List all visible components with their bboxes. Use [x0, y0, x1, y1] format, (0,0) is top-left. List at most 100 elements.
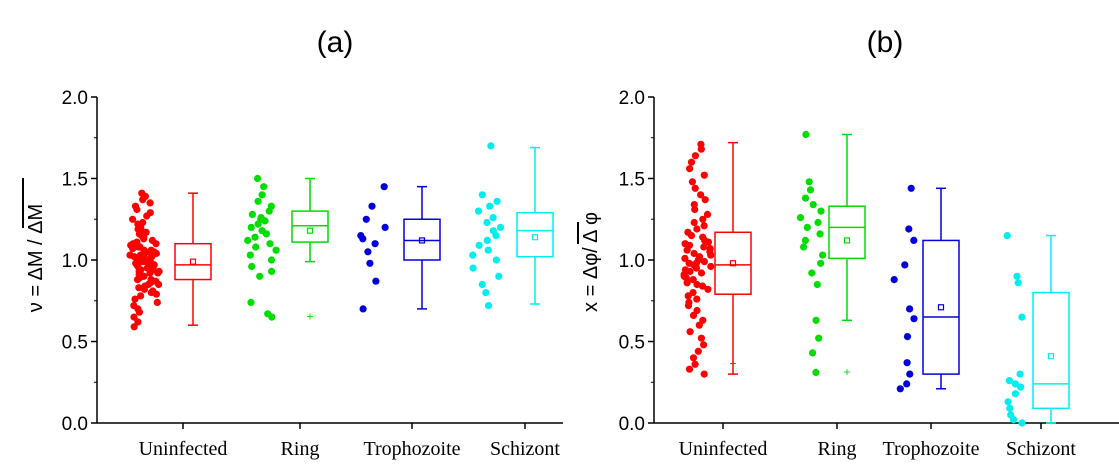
box-outlier: +: [729, 357, 736, 371]
data-point: [681, 240, 689, 248]
x-tick-label: Trophozoite: [882, 438, 979, 460]
data-point: [686, 328, 694, 336]
data-point: [1006, 404, 1014, 412]
data-point: [691, 184, 699, 192]
data-point: [903, 333, 912, 341]
data-point: [808, 269, 816, 277]
data-point: [126, 251, 134, 259]
y-tick-label: 0.0: [619, 414, 645, 435]
data-point: [812, 368, 820, 377]
panel-b-ylabel-text: x = Δφ/ Δ φ: [580, 212, 602, 312]
data-point: [697, 269, 706, 277]
data-point: [246, 251, 254, 259]
data-point: [691, 152, 700, 160]
data-point: [364, 248, 372, 256]
panel-a-marks: +: [126, 142, 554, 331]
data-point: [469, 251, 477, 259]
data-point: [483, 236, 491, 244]
data-point: [901, 261, 909, 269]
data-point: [688, 178, 697, 186]
data-point: [267, 256, 276, 264]
data-point: [905, 225, 913, 233]
data-point: [267, 202, 275, 210]
data-point: [362, 215, 370, 223]
data-point: [247, 298, 255, 306]
y-tick-label: 1.0: [62, 251, 88, 272]
data-point: [469, 264, 477, 272]
data-point: [149, 287, 157, 295]
data-point: [693, 295, 701, 303]
data-point: [814, 218, 822, 227]
data-point: [697, 140, 705, 148]
data-point: [495, 272, 503, 280]
data-point: [492, 256, 500, 264]
data-point: [252, 243, 260, 251]
data-point: [699, 316, 707, 324]
data-point: [903, 359, 911, 367]
box-rect: [714, 231, 752, 295]
y-tick-label: 1.5: [619, 170, 645, 191]
data-point: [1007, 411, 1015, 419]
box-rect: [403, 218, 441, 261]
data-point: [254, 197, 262, 205]
box-mean-marker: [937, 304, 945, 311]
box-mean-marker: [531, 234, 539, 241]
data-point: [155, 267, 163, 275]
data-point: [806, 186, 815, 194]
data-point: [130, 302, 138, 310]
data-point: [816, 230, 824, 238]
data-point: [266, 240, 274, 248]
data-point: [817, 259, 825, 267]
data-point: [493, 197, 501, 205]
data-point: [689, 354, 698, 362]
data-point: [139, 218, 147, 227]
x-tick-label: Ring: [281, 438, 320, 460]
box-mean-marker: [189, 258, 197, 265]
box-mean-marker: [306, 227, 314, 234]
data-point: [135, 284, 143, 292]
box-outlier: +: [306, 309, 313, 323]
panel-b-label: (b): [867, 26, 904, 59]
data-point: [1016, 370, 1024, 378]
data-point: [359, 305, 367, 313]
data-point: [910, 315, 918, 323]
data-point: [150, 261, 158, 269]
data-point: [707, 262, 715, 271]
data-point: [258, 191, 266, 199]
data-point: [257, 214, 265, 222]
data-point: [697, 191, 705, 199]
data-point: [686, 165, 694, 173]
data-point: [700, 171, 708, 179]
data-point: [701, 196, 709, 204]
data-point: [815, 334, 823, 342]
data-point: [1018, 419, 1026, 427]
data-point: [896, 385, 904, 393]
data-point: [906, 370, 914, 378]
data-point: [801, 236, 810, 244]
data-point: [1003, 232, 1011, 240]
panel-b: (b) x = Δφ/ Δ φ 0.0 0.5 1.0 1.5 2.0 Uninfecte…: [577, 26, 1119, 460]
data-point: [700, 222, 708, 230]
x-tick-label: Uninfected: [679, 438, 768, 460]
data-point: [1017, 383, 1025, 391]
data-point: [690, 201, 698, 209]
data-point: [685, 298, 693, 306]
data-point: [478, 280, 486, 289]
data-point: [129, 215, 137, 223]
data-point: [681, 254, 689, 262]
data-point: [693, 225, 701, 233]
data-point: [907, 184, 915, 192]
data-point: [483, 218, 491, 227]
data-point: [268, 267, 276, 275]
data-point: [496, 223, 505, 231]
data-point: [254, 174, 262, 183]
y-tick-label: 0.5: [62, 333, 88, 354]
data-point: [264, 310, 272, 318]
data-point: [805, 178, 813, 186]
data-point: [1013, 272, 1021, 280]
data-point: [813, 280, 821, 289]
data-point: [248, 262, 256, 271]
data-point: [487, 142, 495, 150]
data-point: [244, 236, 252, 244]
data-point: [809, 201, 817, 209]
